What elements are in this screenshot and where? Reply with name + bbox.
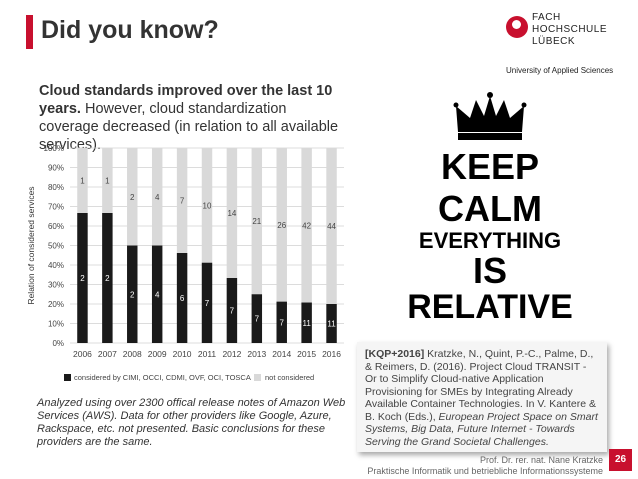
data-label-not-considered: 44 [327,222,336,231]
y-tick-label: 30% [48,281,64,290]
bar-not-considered [127,148,138,246]
poster-line-calm: CALM [438,188,542,229]
x-tick-label: 2007 [98,349,117,359]
bar-considered [226,278,238,343]
bar-considered [326,304,337,343]
y-axis-label: Relation of considered services [26,186,36,304]
reference-tag: [KQP+2016] [365,348,425,360]
data-label-not-considered: 14 [227,209,236,218]
x-tick-label: 2008 [123,349,142,359]
data-label-considered: 7 [230,307,235,316]
data-label-considered: 11 [302,319,311,328]
logo-line-1: FACH [532,12,561,23]
x-tick-label: 2006 [73,349,92,359]
data-label-not-considered: 42 [302,221,311,230]
bar-considered [276,301,287,343]
x-tick-label: 2010 [173,349,192,359]
y-tick-label: 60% [48,222,64,231]
bar-considered [176,253,188,343]
data-label-considered: 7 [205,299,210,308]
poster-line-is: IS [472,250,507,291]
y-tick-label: 10% [48,320,64,329]
bar-considered [102,213,113,343]
keep-calm-poster: KEEP CALM EVERYTHING IS RELATIVE [390,92,590,332]
legend-swatch-not-considered [254,374,261,381]
y-tick-label: 90% [48,164,64,173]
bar-considered [201,262,213,343]
bar-not-considered [201,148,213,263]
x-tick-label: 2016 [322,349,341,359]
x-tick-label: 2015 [297,349,316,359]
data-label-not-considered: 4 [155,193,160,202]
y-tick-label: 70% [48,203,64,212]
logo-subtitle: University of Applied Sciences [506,66,614,75]
data-label-not-considered: 26 [277,221,286,230]
poster-line-everything: EVERYTHING [418,228,562,253]
bar-not-considered [176,148,188,253]
legend-label-considered: considered by CIMI, OCCI, CDMI, OVF, OCI… [74,373,251,382]
data-label-not-considered: 10 [203,201,212,210]
x-tick-label: 2011 [198,349,217,359]
data-label-not-considered: 7 [180,197,185,206]
data-label-considered: 2 [80,274,85,283]
stacked-bar-chart: 0% 10% 20% 30% 40% 50% 60% 70% 80% 90% 100% Relatio… [26,144,344,382]
bar-not-considered [226,148,238,278]
bar-considered [127,245,138,343]
crown-icon [453,92,527,140]
y-tick-label: 0% [52,339,64,348]
intro-text: Cloud standards improved over the last 1… [39,82,349,154]
data-label-considered: 7 [255,315,260,324]
data-label-considered: 11 [327,320,336,329]
logo-icon [506,16,528,38]
bar-not-considered [102,148,113,213]
poster-line-keep: KEEP [440,146,540,187]
page-number-badge: 26 [609,449,632,471]
bar-considered [151,245,163,343]
poster-line-relative: RELATIVE [407,288,573,326]
bar-not-considered [276,148,287,302]
title-accent-bar [26,15,33,49]
data-label-not-considered: 21 [252,217,261,226]
data-label-considered: 6 [180,294,185,303]
data-label-considered: 4 [155,290,160,299]
bar-not-considered [77,148,88,213]
bar-considered [251,294,263,343]
data-label-not-considered: 1 [80,177,85,186]
footer-department: Praktische Informatik und betriebliche I… [367,466,603,476]
data-label-not-considered: 1 [105,177,110,186]
reference-text: Kratzke, N., Quint, P.-C., Palme, D., & … [365,348,596,423]
data-label-considered: 7 [280,318,285,327]
reference-box: [KQP+2016] Kratzke, N., Quint, P.-C., Pa… [357,342,607,452]
x-tick-label: 2012 [222,349,241,359]
y-tick-label: 40% [48,261,64,270]
x-tick-label: 2013 [247,349,266,359]
intro-rest: However, cloud standardization coverage … [39,101,339,153]
university-logo: FACH HOCHSCHULE LÜBECK University of App… [506,4,630,82]
y-tick-label: 50% [48,242,64,251]
analysis-note: Analyzed using over 2300 offical release… [37,397,346,448]
legend-label-not-considered: not considered [265,373,314,382]
data-label-not-considered: 2 [130,193,135,202]
x-tick-label: 2009 [148,349,167,359]
footer-author: Prof. Dr. rer. nat. Nane Kratzke [479,455,603,465]
logo-line-3: LÜBECK [532,36,576,47]
bar-not-considered [326,148,337,304]
bar-not-considered [151,148,163,246]
bar-not-considered [251,148,263,295]
page-title: Did you know? [41,16,219,44]
y-tick-label: 100% [44,144,64,153]
legend-swatch-considered [64,374,71,381]
data-label-considered: 2 [105,274,110,283]
x-tick-label: 2014 [272,349,291,359]
bar-considered [77,213,88,343]
reference-title: European Project Space on Smart Systems,… [365,410,598,448]
bar-not-considered [301,148,312,303]
data-label-considered: 2 [130,290,135,299]
y-tick-label: 80% [48,183,64,192]
bar-considered [301,302,312,343]
y-tick-label: 20% [48,300,64,309]
intro-bold: Cloud standards improved over the last 1… [39,83,333,117]
logo-line-2: HOCHSCHULE [532,24,608,35]
